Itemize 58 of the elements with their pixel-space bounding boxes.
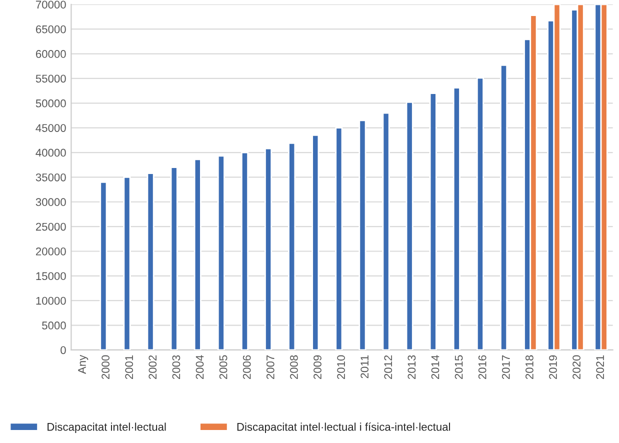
bar bbox=[382, 112, 390, 350]
x-tick-label: 2012 bbox=[384, 355, 392, 379]
x-tick-label: Any bbox=[78, 354, 88, 374]
y-tick-label: 65000 bbox=[36, 25, 66, 34]
x-tick-label: 2007 bbox=[266, 355, 274, 379]
bar bbox=[476, 77, 484, 350]
bar bbox=[358, 120, 366, 350]
y-tick-label: 60000 bbox=[36, 50, 66, 58]
x-tick-label: 2003 bbox=[172, 355, 180, 379]
bar bbox=[194, 158, 202, 350]
x-tick-label: 2017 bbox=[502, 355, 510, 379]
y-tick-label: 25000 bbox=[36, 222, 66, 231]
legend-label: Discapacitat intel·lectual bbox=[48, 422, 166, 433]
x-tick-label: 2013 bbox=[408, 355, 416, 379]
x-tick-label: 2000 bbox=[102, 355, 110, 379]
x-tick-label: 2006 bbox=[242, 355, 251, 379]
bar bbox=[170, 166, 178, 350]
bar bbox=[500, 64, 508, 350]
y-tick-label: 40000 bbox=[36, 148, 66, 157]
bar bbox=[100, 181, 108, 350]
x-tick-label: 2020 bbox=[572, 355, 580, 379]
x-tick-label: 2008 bbox=[290, 355, 298, 379]
x-tick-label: 2014 bbox=[431, 355, 440, 379]
bar bbox=[240, 152, 248, 350]
x-tick-label: 2015 bbox=[454, 355, 463, 379]
x-tick-label: 2021 bbox=[596, 355, 604, 379]
y-tick-label: 70000 bbox=[36, 0, 66, 9]
y-tick-label: 10000 bbox=[36, 296, 66, 305]
x-tick-label: 2002 bbox=[148, 355, 157, 379]
x-tick-label: 2004 bbox=[196, 355, 204, 379]
x-tick-label: 2016 bbox=[478, 355, 486, 379]
bar bbox=[123, 176, 131, 350]
y-tick-label: 0 bbox=[60, 346, 66, 354]
x-tick-label: 2009 bbox=[314, 355, 322, 379]
y-tick-label: 15000 bbox=[36, 272, 66, 280]
x-tick-label: 2005 bbox=[219, 355, 228, 379]
bar bbox=[217, 155, 225, 350]
bar bbox=[452, 87, 460, 350]
y-tick-label: 5000 bbox=[42, 322, 66, 330]
y-tick-label: 55000 bbox=[36, 74, 66, 83]
bar bbox=[264, 148, 272, 350]
y-tick-label: 35000 bbox=[36, 173, 66, 182]
x-tick-label: 2001 bbox=[125, 355, 134, 379]
bar bbox=[429, 92, 437, 350]
x-tick-label: 2019 bbox=[549, 355, 557, 379]
y-tick-label: 20000 bbox=[36, 248, 66, 256]
bar bbox=[288, 142, 296, 350]
y-tick-label: 50000 bbox=[36, 99, 66, 108]
legend-label: Discapacitat intel·lectual i física-intel·lectual bbox=[237, 422, 450, 433]
x-tick-label: 2010 bbox=[337, 355, 345, 379]
bar bbox=[146, 172, 154, 350]
y-tick-label: 45000 bbox=[36, 124, 66, 132]
x-tick-label: 2011 bbox=[360, 355, 369, 378]
y-tick-label: 30000 bbox=[36, 198, 66, 206]
bar bbox=[312, 134, 320, 350]
bar bbox=[335, 127, 343, 350]
bar bbox=[406, 101, 414, 350]
x-tick-label: 2018 bbox=[526, 355, 534, 379]
